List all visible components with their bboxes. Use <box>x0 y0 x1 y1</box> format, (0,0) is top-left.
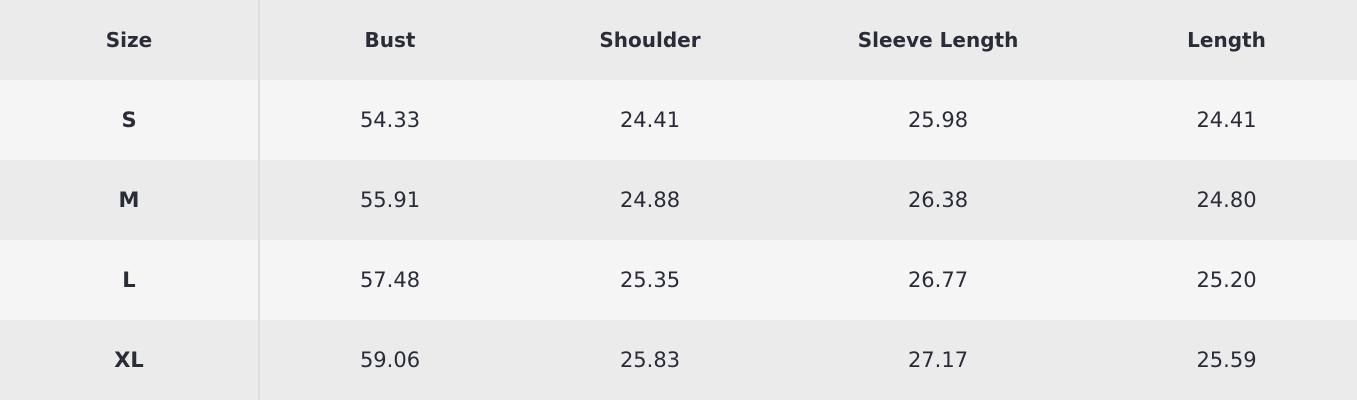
header-row: Size Bust Shoulder Sleeve Length Length <box>0 0 1357 80</box>
table-cell: 25.35 <box>619 268 681 292</box>
table-cell: 25.83 <box>619 348 681 372</box>
table-cell: 26.77 <box>907 268 969 292</box>
table-row: XL 59.06 25.83 27.17 25.59 <box>0 320 1357 400</box>
header-cell: Shoulder <box>599 28 701 52</box>
table-cell: 55.91 <box>359 188 421 212</box>
table-cell: 25.20 <box>1196 268 1257 292</box>
table-cell-size: XL <box>0 320 260 400</box>
table-row: L 57.48 25.35 26.77 25.20 <box>0 240 1357 320</box>
table-cell: 24.88 <box>619 188 681 212</box>
table-cell-size: L <box>0 240 260 320</box>
table-cell: 24.41 <box>619 108 681 132</box>
table-cell: 27.17 <box>907 348 969 372</box>
header-cell: Sleeve Length <box>857 28 1019 52</box>
table-cell: 24.41 <box>1196 108 1257 132</box>
table-cell: 57.48 <box>359 268 421 292</box>
header-cell: Length <box>1187 28 1266 52</box>
table-row: M 55.91 24.88 26.38 24.80 <box>0 160 1357 240</box>
table-cell-size: S <box>0 80 260 160</box>
table-cell: 24.80 <box>1196 188 1257 212</box>
table-row: S 54.33 24.41 25.98 24.41 <box>0 80 1357 160</box>
table-cell: 25.59 <box>1196 348 1257 372</box>
table-cell: 25.98 <box>907 108 969 132</box>
table-cell: 54.33 <box>359 108 421 132</box>
header-cell-size: Size <box>0 0 260 80</box>
table-cell-size: M <box>0 160 260 240</box>
header-cell: Bust <box>364 28 416 52</box>
table-cell: 59.06 <box>359 348 421 372</box>
table-cell: 26.38 <box>907 188 969 212</box>
